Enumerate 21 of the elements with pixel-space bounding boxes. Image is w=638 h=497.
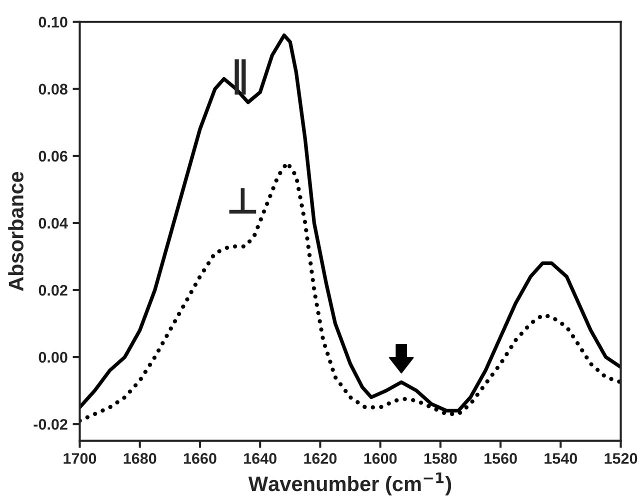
- y-tick-label: 0.00: [38, 352, 68, 363]
- x-tick-label: 1580: [424, 453, 457, 464]
- y-tick-label: 0.04: [38, 218, 68, 229]
- x-tick-label: 1640: [244, 453, 276, 464]
- y-tick-label: 0.10: [38, 16, 68, 28]
- series-label: ⊥: [229, 188, 256, 214]
- x-tick-label: 1520: [604, 453, 638, 464]
- y-tick-label: 0.02: [38, 284, 68, 296]
- y-tick-label: 0.08: [38, 84, 68, 95]
- x-tick-label: 1540: [544, 453, 578, 464]
- x-axis-title: Wavenumber (cm$^{−1}$): [248, 472, 452, 496]
- y-tick-label: -0.02: [34, 418, 68, 430]
- y-axis-title: Absorbance: [8, 172, 24, 292]
- x-tick-label: 1680: [124, 453, 156, 464]
- x-tick-label: 1600: [364, 453, 397, 464]
- x-tick-label: 1660: [184, 453, 216, 464]
- x-tick-label: 1620: [304, 453, 337, 464]
- x-tick-label: 1560: [484, 453, 517, 464]
- series-label: ∥: [234, 59, 246, 95]
- y-tick-label: 0.06: [38, 150, 68, 162]
- x-tick-label: 1700: [64, 453, 96, 464]
